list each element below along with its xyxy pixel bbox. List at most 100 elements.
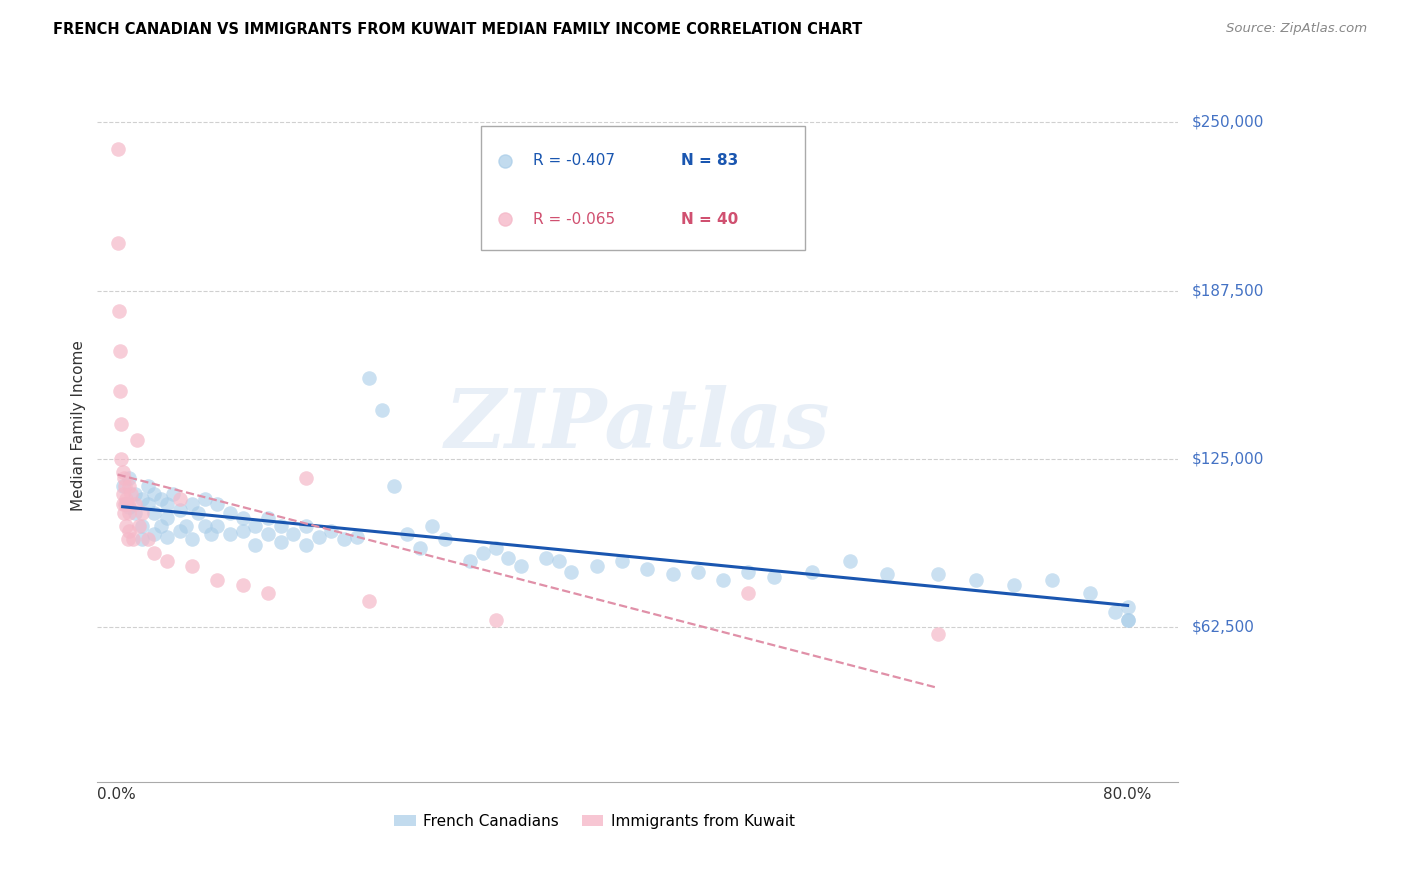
Point bbox=[496, 551, 519, 566]
Point bbox=[270, 519, 292, 533]
Point bbox=[107, 142, 129, 156]
Point bbox=[207, 498, 229, 512]
Point bbox=[110, 451, 132, 466]
Point bbox=[121, 533, 143, 547]
Point bbox=[156, 530, 179, 544]
Point bbox=[156, 511, 179, 525]
Text: $125,000: $125,000 bbox=[1192, 451, 1264, 467]
Point bbox=[143, 486, 166, 500]
Point bbox=[433, 533, 456, 547]
Point bbox=[737, 565, 759, 579]
Point bbox=[200, 527, 222, 541]
Point bbox=[118, 524, 141, 539]
Point bbox=[359, 594, 381, 608]
Point bbox=[270, 535, 292, 549]
Point bbox=[131, 533, 153, 547]
Point bbox=[108, 303, 131, 318]
Y-axis label: Median Family Income: Median Family Income bbox=[72, 340, 86, 510]
Point bbox=[181, 533, 204, 547]
Point bbox=[245, 538, 267, 552]
Point bbox=[181, 498, 204, 512]
Point bbox=[762, 570, 785, 584]
Point bbox=[384, 478, 406, 492]
Point bbox=[114, 498, 136, 512]
Point bbox=[1040, 573, 1063, 587]
Point bbox=[927, 567, 949, 582]
Point bbox=[124, 498, 146, 512]
Point bbox=[333, 533, 356, 547]
Point bbox=[115, 492, 138, 507]
Point bbox=[636, 562, 658, 576]
Point bbox=[965, 573, 987, 587]
Point bbox=[582, 788, 605, 802]
Point bbox=[128, 519, 150, 533]
Point bbox=[162, 486, 184, 500]
Point bbox=[1002, 578, 1025, 592]
Point bbox=[396, 527, 419, 541]
Point bbox=[484, 613, 506, 627]
Point bbox=[1116, 613, 1139, 627]
Text: R = -0.065: R = -0.065 bbox=[533, 211, 614, 227]
Point bbox=[143, 546, 166, 560]
Point bbox=[111, 465, 134, 479]
Point bbox=[610, 554, 633, 568]
Point bbox=[111, 478, 134, 492]
Point bbox=[838, 554, 860, 568]
Point bbox=[1104, 605, 1126, 619]
Point bbox=[585, 559, 607, 574]
Point bbox=[245, 519, 267, 533]
Point bbox=[295, 470, 318, 484]
Point bbox=[800, 565, 823, 579]
Point bbox=[107, 236, 129, 251]
FancyBboxPatch shape bbox=[481, 126, 806, 251]
Point bbox=[174, 519, 197, 533]
Point bbox=[737, 586, 759, 600]
Text: N = 40: N = 40 bbox=[681, 211, 738, 227]
Point bbox=[560, 565, 582, 579]
Point bbox=[112, 506, 135, 520]
Text: $187,500: $187,500 bbox=[1192, 283, 1264, 298]
Point bbox=[131, 519, 153, 533]
Point bbox=[409, 541, 432, 555]
Point bbox=[927, 626, 949, 640]
Point bbox=[108, 384, 131, 399]
Point bbox=[283, 527, 305, 541]
Point bbox=[876, 567, 898, 582]
Point bbox=[114, 478, 136, 492]
Point bbox=[115, 519, 138, 533]
Point bbox=[232, 578, 254, 592]
Text: FRENCH CANADIAN VS IMMIGRANTS FROM KUWAIT MEDIAN FAMILY INCOME CORRELATION CHART: FRENCH CANADIAN VS IMMIGRANTS FROM KUWAI… bbox=[53, 22, 863, 37]
Point bbox=[257, 511, 280, 525]
Text: $62,500: $62,500 bbox=[1192, 619, 1256, 634]
Point bbox=[112, 470, 135, 484]
Point bbox=[169, 524, 191, 539]
Point bbox=[143, 527, 166, 541]
Point bbox=[136, 498, 159, 512]
Point bbox=[471, 546, 494, 560]
Point bbox=[308, 530, 330, 544]
Point bbox=[156, 554, 179, 568]
Point bbox=[321, 524, 343, 539]
Point bbox=[207, 573, 229, 587]
Point bbox=[117, 533, 139, 547]
Text: R = -0.407: R = -0.407 bbox=[533, 153, 614, 168]
Point bbox=[118, 506, 141, 520]
Text: ZIPatlas: ZIPatlas bbox=[446, 385, 831, 465]
Point bbox=[207, 519, 229, 533]
Point bbox=[219, 527, 242, 541]
Point bbox=[295, 538, 318, 552]
Point bbox=[194, 492, 217, 507]
Point bbox=[232, 524, 254, 539]
Point bbox=[257, 586, 280, 600]
Point bbox=[1078, 586, 1101, 600]
Point bbox=[108, 344, 131, 359]
Point bbox=[458, 554, 481, 568]
Point bbox=[194, 519, 217, 533]
Point bbox=[121, 486, 143, 500]
Point bbox=[484, 541, 506, 555]
Point bbox=[118, 470, 141, 484]
Point bbox=[136, 533, 159, 547]
Point bbox=[169, 492, 191, 507]
Point bbox=[124, 506, 146, 520]
Point bbox=[257, 527, 280, 541]
